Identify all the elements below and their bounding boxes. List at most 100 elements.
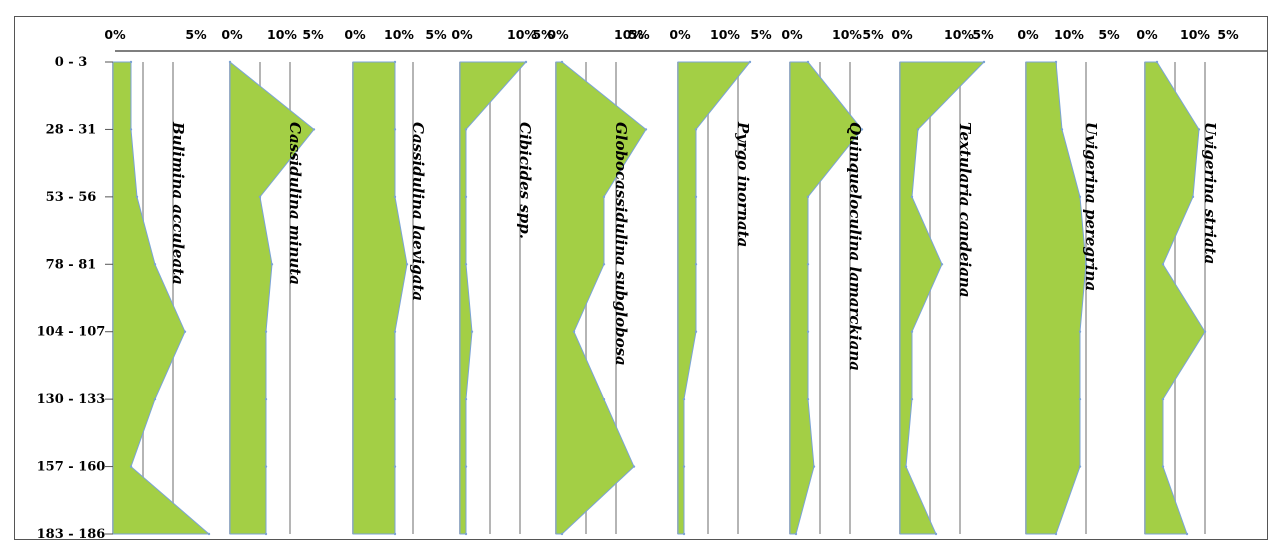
species-panel: 0% 5% 10%Textularia candeiana <box>891 27 1084 536</box>
data-point <box>982 60 986 64</box>
abundance-area <box>112 61 211 535</box>
data-point <box>1078 397 1082 401</box>
data-point <box>794 532 798 536</box>
data-point <box>904 465 908 468</box>
data-point <box>264 397 268 401</box>
depth-label: 183 - 186 <box>37 527 106 539</box>
x-tick-label: 0% <box>104 27 126 42</box>
data-point <box>806 195 810 199</box>
x-tick-label: 5% <box>425 27 447 42</box>
data-point <box>270 263 274 266</box>
data-point <box>464 195 468 199</box>
species-label: Cibicides spp. <box>516 122 534 239</box>
x-tick-label: 10% <box>384 27 414 42</box>
species-label: Uvigerina striata <box>1201 122 1219 264</box>
data-point <box>694 195 698 199</box>
depth-label: 130 - 133 <box>37 392 106 407</box>
data-point <box>1155 60 1159 64</box>
x-tick-label: 5% <box>972 27 994 42</box>
abundance-area <box>1025 61 1087 535</box>
data-point <box>806 263 810 266</box>
x-tick-label: 5% <box>185 27 207 42</box>
x-tick-label: 0% <box>1017 27 1039 42</box>
data-point <box>560 532 564 536</box>
data-point <box>264 532 268 536</box>
species-panel: 0% 5% 10%Cibicides spp. <box>451 27 644 536</box>
species-label: Quinqueloculina lamarckiana <box>846 122 864 371</box>
species-label: Textularia candeiana <box>956 122 974 298</box>
data-point <box>682 532 686 536</box>
data-point <box>1084 263 1088 266</box>
x-tick-label: 5% <box>628 27 650 42</box>
data-point <box>464 128 468 131</box>
data-point <box>524 60 528 64</box>
species-panel: 0% 5% 10% Cassidulina minuta <box>221 27 414 536</box>
x-tick-label: 10% <box>832 27 862 42</box>
x-tick-label: 10% <box>944 27 974 42</box>
x-tick-label: 5% <box>532 27 554 42</box>
data-point <box>694 263 698 266</box>
data-point <box>264 330 268 333</box>
data-point <box>916 128 920 131</box>
data-point <box>602 195 606 199</box>
data-point <box>1054 532 1058 536</box>
species-label: Cassidulina minuta <box>286 122 304 285</box>
data-point <box>393 195 397 199</box>
data-point <box>1203 330 1207 333</box>
data-point <box>940 263 944 266</box>
data-point <box>153 397 157 401</box>
x-tick-label: 10% <box>267 27 297 42</box>
x-tick-label: 0% <box>781 27 803 42</box>
x-tick-label: 0% <box>547 27 569 42</box>
x-tick-label: 5% <box>750 27 772 42</box>
x-tick-label: 5% <box>1217 27 1239 42</box>
data-point <box>393 60 397 64</box>
data-point <box>806 330 810 333</box>
data-point <box>405 263 409 266</box>
data-point <box>464 263 468 266</box>
data-point <box>1161 263 1165 266</box>
data-point <box>129 60 133 64</box>
species-panel: 0% 5% 10%Globocassidulina subglobosa <box>547 27 740 536</box>
species-panel: 0% 5% 10% Bulimina acculeata <box>104 27 297 536</box>
data-point <box>860 128 864 131</box>
data-point <box>602 397 606 401</box>
data-point <box>934 532 938 536</box>
data-point <box>393 128 397 131</box>
species-panel: 0% 5% 10% Uvigerina striata <box>1136 27 1239 536</box>
x-tick-label: 5% <box>302 27 324 42</box>
species-label: Uvigerina peregrina <box>1082 122 1100 291</box>
x-tick-label: 5% <box>862 27 884 42</box>
data-point <box>153 263 157 266</box>
data-point <box>393 330 397 333</box>
data-point <box>910 397 914 401</box>
data-point <box>228 60 232 64</box>
species-panel: 0% 5% 10% Pyrgo inornata <box>669 27 862 536</box>
data-point <box>1078 465 1082 468</box>
x-tick-label: 0% <box>1136 27 1158 42</box>
data-point <box>464 397 468 401</box>
data-point <box>694 128 698 131</box>
depth-label: 78 - 81 <box>46 257 97 272</box>
depth-label: 53 - 56 <box>46 190 97 205</box>
abundance-area <box>555 61 647 535</box>
abundance-area <box>352 61 408 535</box>
data-point <box>470 330 474 333</box>
species-label: Cassidulina laevigata <box>409 122 427 301</box>
data-point <box>644 128 648 131</box>
depth-label: 104 - 107 <box>37 325 106 340</box>
species-label: Bulimina acculeata <box>169 121 187 285</box>
data-point <box>464 532 468 536</box>
abundance-area <box>229 60 315 535</box>
data-point <box>1161 397 1165 401</box>
depth-label: 28 - 31 <box>46 122 97 137</box>
x-tick-label: 10% <box>1054 27 1084 42</box>
x-tick-label: 0% <box>451 27 473 42</box>
x-tick-label: 10% <box>1180 27 1210 42</box>
data-point <box>1191 195 1195 199</box>
data-point <box>207 532 211 536</box>
data-point <box>1054 60 1058 64</box>
data-point <box>1060 128 1064 131</box>
